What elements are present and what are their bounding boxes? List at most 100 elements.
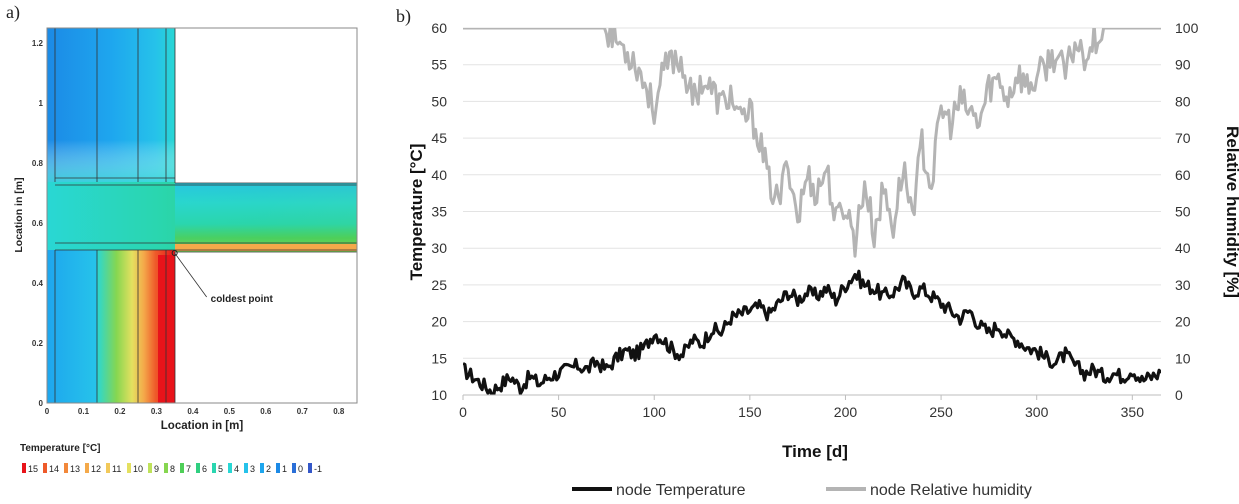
colorbar-label: 8	[170, 464, 175, 474]
x-tick-label: 250	[929, 404, 953, 420]
exterior-void-lower	[175, 252, 357, 403]
y-tick-label: 30	[431, 240, 447, 256]
y-tick-label: 60	[431, 20, 447, 36]
heatmap-y-tick-label: 0	[39, 399, 44, 408]
heatmap-y-tick-label: 1.2	[32, 39, 44, 48]
y2-tick-label: 50	[1175, 204, 1191, 220]
heatmap-x-tick-label: 0.4	[187, 407, 199, 416]
coldest-point-marker	[171, 250, 178, 256]
plot-area	[463, 28, 1161, 395]
colorbar-label: 10	[133, 464, 143, 474]
slab-warm-edge	[175, 244, 357, 251]
y-tick-label: 45	[431, 130, 447, 146]
floor-slab-shade	[175, 182, 357, 252]
upper-wall-shade	[47, 28, 175, 188]
rh-series-line	[463, 28, 1161, 258]
annotation-leader	[174, 252, 207, 298]
heatmap-y-axis: 0 0.2 0.4 0.6 0.8 1 1.2	[32, 39, 44, 408]
x-axis: 0 50 100 150 200 250 300 350	[459, 395, 1144, 420]
colorbar-label: 13	[70, 464, 80, 474]
x-tick-label: 0	[459, 404, 467, 420]
heatmap-x-tick-label: 0.5	[224, 407, 236, 416]
x-tick-label: 350	[1121, 404, 1145, 420]
colorbar-label: 11	[112, 464, 121, 474]
colorbar-swatch	[85, 463, 89, 473]
y2-tick-label: 30	[1175, 277, 1191, 293]
heatmap-x-tick-label: 0.8	[333, 407, 345, 416]
y2-axis-label: Relative humidity [%]	[1223, 126, 1239, 298]
colorbar: 15 14 13 12 11 10 9 8 7 6 5 4 3 2 1 0 -1	[22, 463, 322, 474]
colorbar-swatch	[64, 463, 68, 473]
panel-a-label: a)	[6, 2, 20, 23]
colorbar-swatch	[276, 463, 280, 473]
x-tick-label: 300	[1025, 404, 1049, 420]
heatmap-x-tick-label: 0.1	[78, 407, 90, 416]
panel-b-label: b)	[396, 6, 411, 27]
line-chart: 0 50 100 150 200 250 300 350 101520253035404550…	[407, 20, 1239, 499]
colorbar-label: 12	[91, 464, 101, 474]
colorbar-label: 5	[218, 464, 223, 474]
colorbar-label: 15	[28, 464, 38, 474]
y-tick-label: 35	[431, 204, 447, 220]
heatmap-y-tick-label: 0.8	[32, 159, 44, 168]
colorbar-swatch	[244, 463, 248, 473]
y2-tick-label: 100	[1175, 20, 1199, 36]
colorbar-swatch	[308, 463, 312, 473]
x-tick-label: 200	[834, 404, 858, 420]
heatmap-chart: 0 0.1 0.2 0.3 0.4 0.5 0.6 0.7 0.8 0 0.2 0.4 0.6 0.8 1…	[13, 27, 358, 474]
y2-tick-label: 10	[1175, 350, 1191, 366]
exterior-void-upper	[175, 28, 357, 183]
y-tick-label: 40	[431, 167, 447, 183]
colorbar-swatch	[164, 463, 168, 473]
colorbar-swatch	[106, 463, 110, 473]
y2-tick-label: 90	[1175, 57, 1191, 73]
colorbar-swatch	[127, 463, 131, 473]
coldest-point-annotation: coldest point	[171, 250, 274, 305]
x-tick-label: 150	[738, 404, 762, 420]
heatmap-x-label: Location in [m]	[161, 420, 244, 432]
colorbar-swatch	[180, 463, 184, 473]
y-tick-label: 50	[431, 93, 447, 109]
heatmap-border	[46, 27, 358, 404]
colorbar-title: Temperature [°C]	[20, 443, 101, 454]
colorbar-label: 6	[202, 464, 207, 474]
heatmap-x-tick-label: 0.2	[114, 407, 126, 416]
x-axis-label: Time [d]	[782, 442, 848, 461]
legend-label: node Relative humidity	[870, 482, 1032, 499]
y2-tick-label: 0	[1175, 387, 1183, 403]
colorbar-label: 7	[186, 464, 191, 474]
colorbar-label: 9	[154, 464, 159, 474]
y2-tick-label: 20	[1175, 314, 1191, 330]
heatmap-x-axis: 0 0.1 0.2 0.3 0.4 0.5 0.6 0.7 0.8	[45, 407, 345, 416]
y2-tick-label: 40	[1175, 240, 1191, 256]
colorbar-label: 0	[298, 464, 303, 474]
colorbar-swatch	[260, 463, 264, 473]
colorbar-label: 2	[266, 464, 271, 474]
heatmap-y-tick-label: 0.2	[32, 339, 44, 348]
heatmap-x-tick-label: 0.3	[151, 407, 163, 416]
y2-tick-label: 80	[1175, 93, 1191, 109]
y2-tick-label: 70	[1175, 130, 1191, 146]
y-tick-label: 20	[431, 314, 447, 330]
heatmap-y-tick-label: 0.4	[32, 279, 44, 288]
heatmap-y-label: Location in [m]	[13, 177, 25, 252]
y-tick-label: 25	[431, 277, 447, 293]
x-tick-label: 50	[551, 404, 567, 420]
y-axis-left: 10 15 20 25 30 35 40 45 50 55 60	[431, 20, 447, 403]
annotation-text: coldest point	[211, 294, 274, 305]
heatmap-x-tick-label: 0.6	[260, 407, 272, 416]
y-tick-label: 55	[431, 57, 447, 73]
heatmap-field	[47, 28, 357, 403]
heatmap-y-tick-label: 0.6	[32, 219, 44, 228]
heatmap-x-tick-label: 0.7	[297, 407, 309, 416]
legend: node Temperature node Relative humidity	[572, 482, 1032, 499]
y2-tick-label: 60	[1175, 167, 1191, 183]
y-tick-label: 15	[431, 350, 447, 366]
colorbar-label: -1	[314, 464, 322, 474]
colorbar-swatch	[43, 463, 47, 473]
legend-label: node Temperature	[616, 482, 746, 499]
colorbar-swatch	[22, 463, 26, 473]
heatmap-x-tick-label: 0	[45, 407, 50, 416]
colorbar-label: 3	[250, 464, 255, 474]
